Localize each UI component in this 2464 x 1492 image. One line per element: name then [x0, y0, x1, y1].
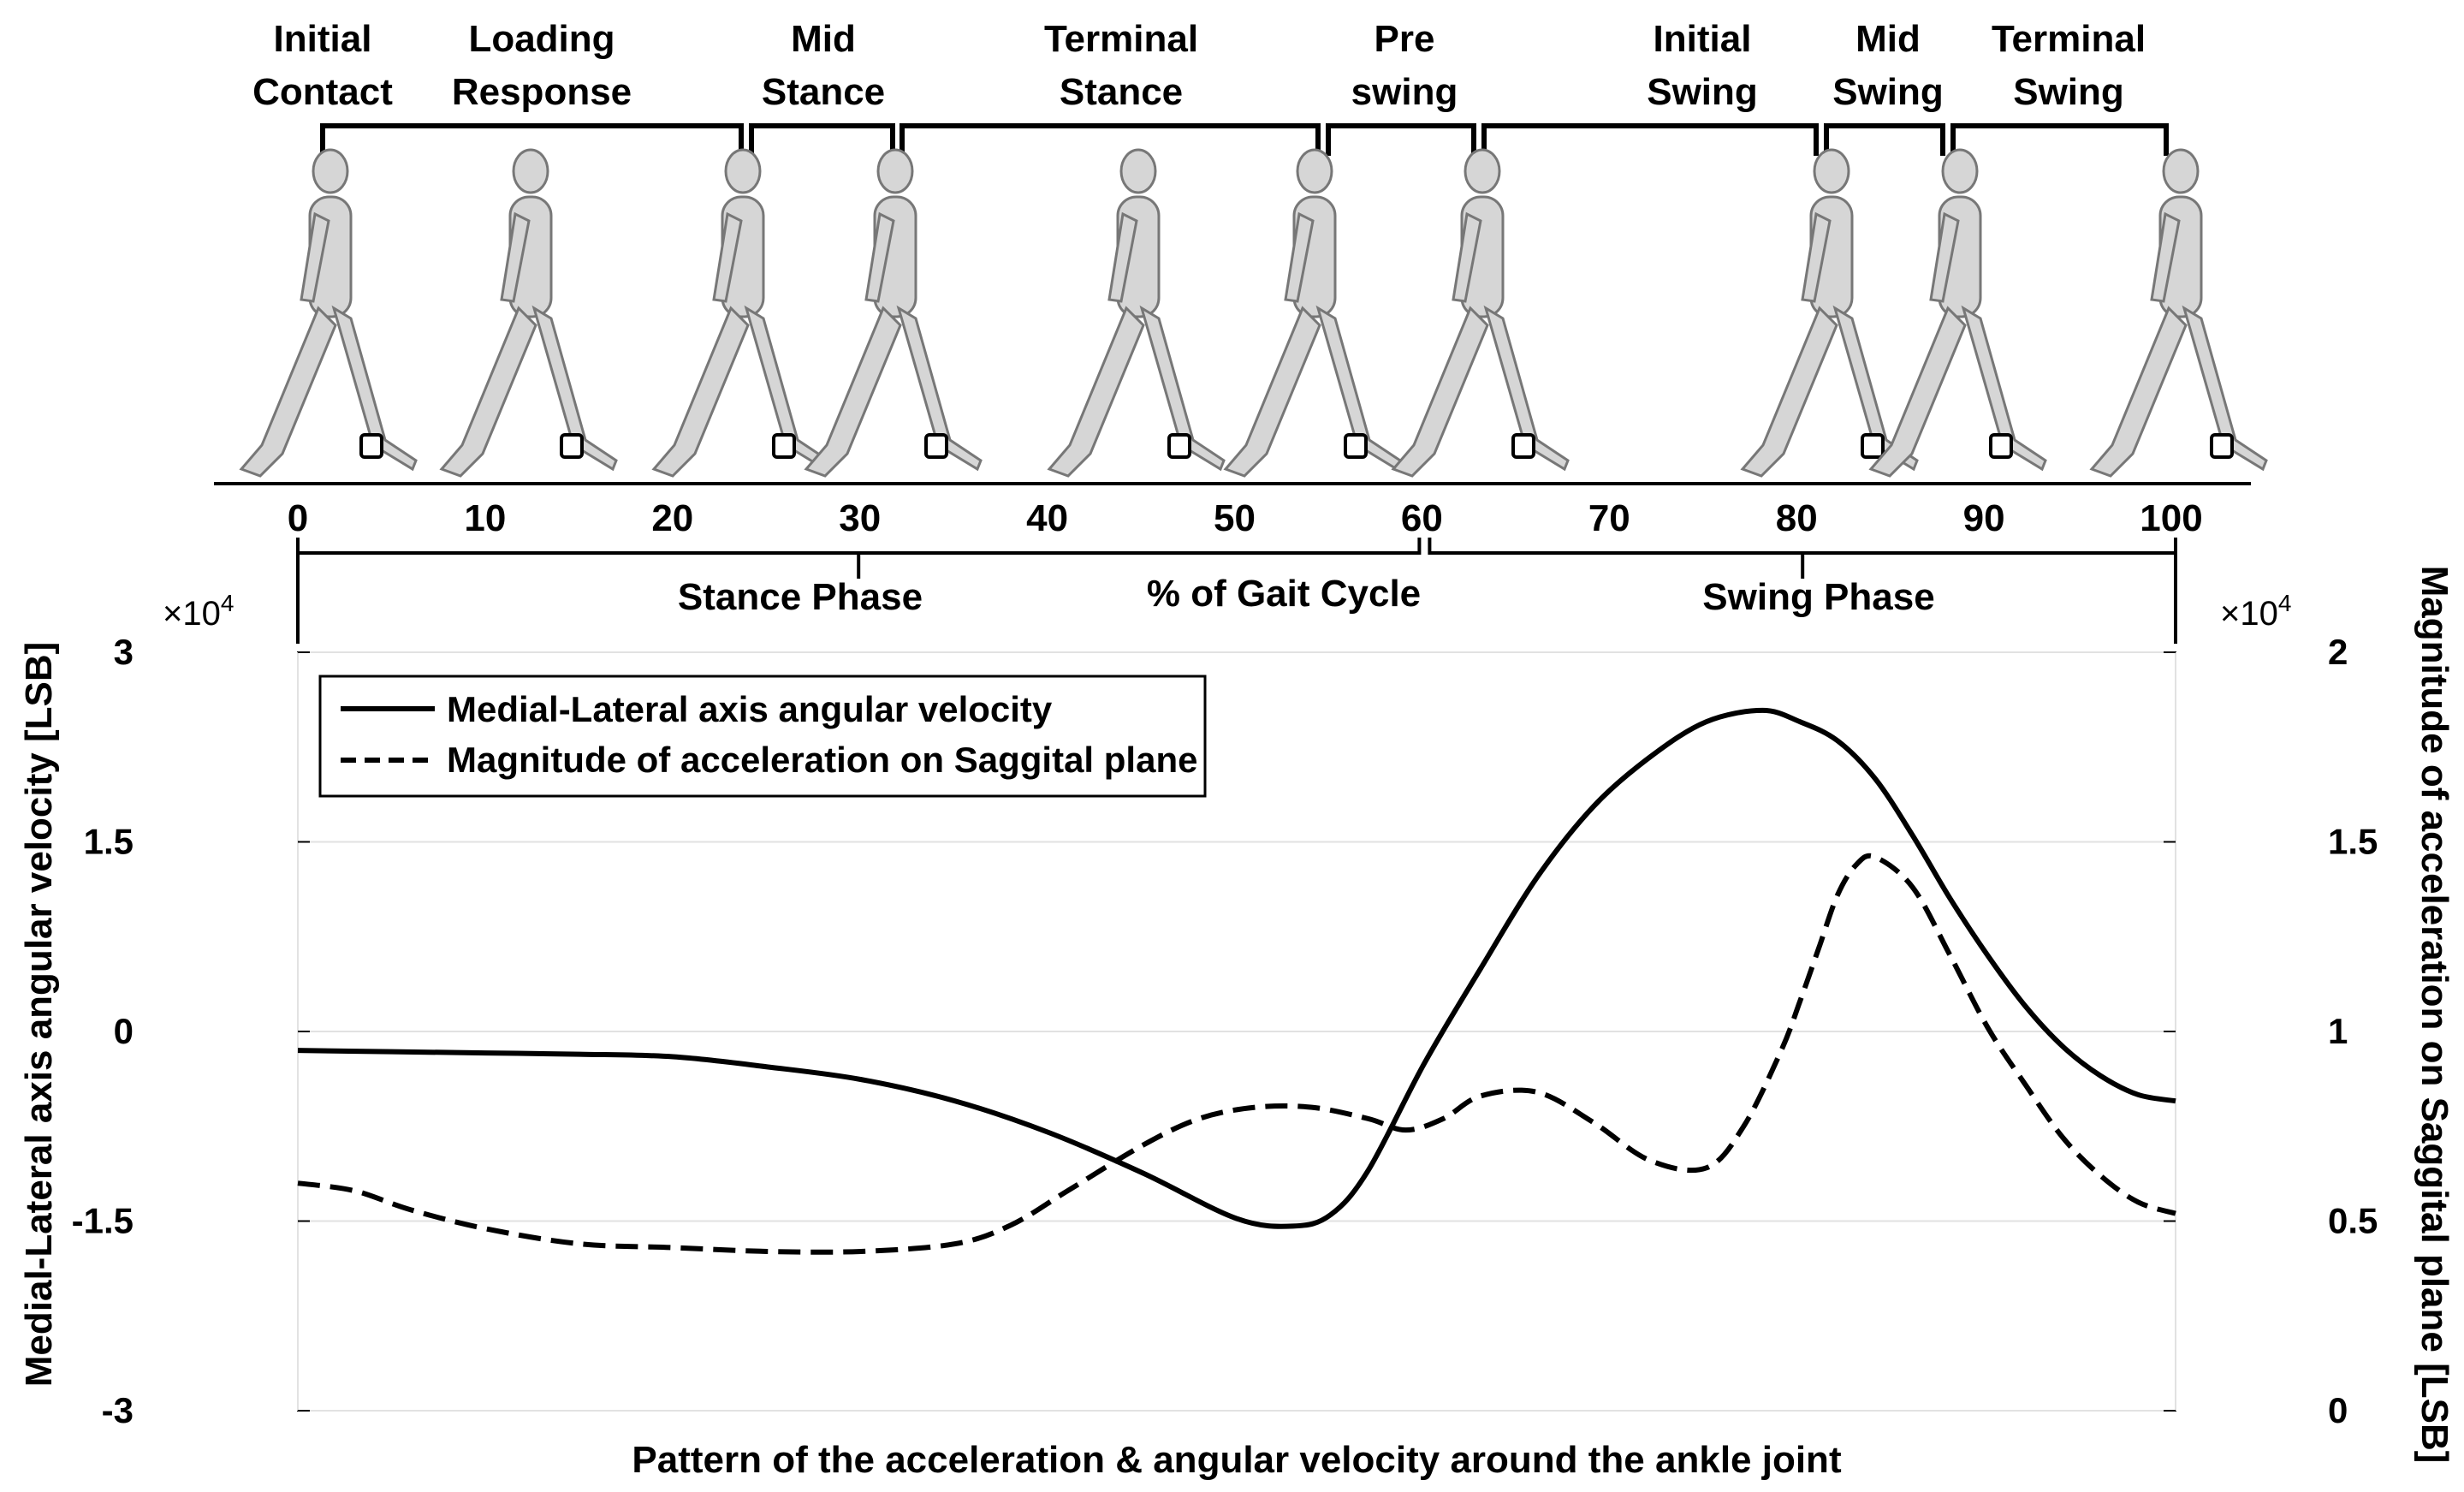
phase-label-4-line-1: swing	[1351, 71, 1458, 113]
phase-bracket-6	[1950, 123, 2169, 156]
stance-swing-brackets	[296, 538, 2177, 644]
right-tick-label-3: 1.5	[2328, 822, 2378, 862]
left-scale-base: ×10	[163, 595, 221, 633]
walking-figure-7	[1740, 148, 1919, 478]
phase-label-7-line-0: Terminal	[1992, 18, 2146, 60]
left-tick-label-0: -3	[102, 1390, 134, 1430]
right-tick-label-2: 1	[2328, 1011, 2348, 1051]
phase-label-3-line-1: Stance	[1060, 71, 1183, 113]
walking-figure-5	[1223, 148, 1402, 478]
right-tick-label-1: 0.5	[2328, 1201, 2378, 1241]
right-axis-title: Magnitude of acceleration on Saggital pl…	[2414, 566, 2455, 1464]
walking-figure-2	[651, 148, 830, 478]
gait-tick-80: 80	[1776, 497, 1818, 539]
legend-entry-angular-velocity: Medial-Lateral axis angular velocity	[447, 689, 1053, 729]
ankle-sensor-icon	[2210, 433, 2234, 459]
ankle-sensor-icon	[1861, 433, 1885, 459]
gait-tick-0: 0	[288, 497, 308, 539]
gait-tick-100: 100	[2140, 497, 2202, 539]
right-tick-label-4: 2	[2328, 632, 2348, 672]
phase-bracket-0	[320, 123, 744, 156]
ankle-sensor-icon	[1511, 433, 1535, 459]
walking-figure-3	[804, 148, 983, 478]
phase-label-2-line-0: Mid	[791, 18, 856, 60]
line-chart: -3-1.501.53 00.511.52 ×104 ×104 Medial-L…	[18, 566, 2455, 1481]
stance-phase-label: Stance Phase	[678, 576, 923, 618]
gait-cycle-ticks: 0 10 20 30 40 50 60 70 80 90 100	[288, 497, 2203, 539]
left-tick-label-2: 0	[114, 1011, 134, 1051]
phase-bracket-5	[1824, 123, 1945, 156]
phase-label-6-line-0: Mid	[1855, 18, 1921, 60]
walking-figure-6	[1391, 148, 1570, 478]
left-scale-exp: 4	[221, 590, 235, 616]
left-tick-label-4: 3	[114, 632, 134, 672]
left-tick-label-3: 1.5	[84, 822, 134, 862]
legend-entry-acceleration: Magnitude of acceleration on Saggital pl…	[447, 740, 1197, 780]
gait-cycle-axis-label: % of Gait Cycle	[1147, 573, 1421, 615]
right-scale-base: ×10	[2220, 595, 2278, 633]
phase-bracket-2	[900, 123, 1321, 156]
gait-tick-30: 30	[839, 497, 881, 539]
phase-bracket-4	[1481, 123, 1819, 156]
right-scale-exp: 4	[2278, 590, 2292, 616]
ankle-sensor-icon	[924, 433, 948, 459]
gait-tick-90: 90	[1963, 497, 2005, 539]
left-axis-scale: ×104	[163, 590, 234, 633]
phase-label-3-line-0: Terminal	[1044, 18, 1198, 60]
gait-tick-60: 60	[1401, 497, 1443, 539]
gait-tick-70: 70	[1588, 497, 1630, 539]
phase-label-5-line-1: Swing	[1647, 71, 1758, 113]
series-lines	[297, 707, 2176, 1255]
left-axis-title: Medial-Lateral axis angular velocity [LS…	[18, 642, 60, 1387]
series-line-angular-velocity	[297, 707, 2176, 1229]
gait-phase-labels: Initial Contact Loading Response Mid Stance Te…	[252, 18, 2146, 113]
walking-figures	[239, 148, 2268, 478]
ankle-sensor-icon	[560, 433, 584, 459]
gait-tick-50: 50	[1214, 497, 1256, 539]
walking-figure-4	[1047, 148, 1226, 478]
phase-label-7-line-1: Swing	[2013, 71, 2124, 113]
legend: Medial-Lateral axis angular velocity Mag…	[318, 675, 1207, 798]
ankle-sensor-icon	[1344, 433, 1368, 459]
legend-box	[318, 675, 1207, 798]
x-axis-title: Pattern of the acceleration & angular ve…	[632, 1439, 1842, 1481]
phase-bracket-3	[1326, 123, 1476, 156]
gait-phase-brackets	[320, 123, 2169, 156]
phase-label-2-line-1: Stance	[762, 71, 885, 113]
walking-figure-0	[239, 148, 418, 478]
gait-tick-40: 40	[1026, 497, 1068, 539]
phase-label-5-line-0: Initial	[1654, 18, 1752, 60]
walking-figure-1	[439, 148, 618, 478]
gait-tick-10: 10	[464, 497, 506, 539]
ankle-sensor-icon	[1989, 433, 2013, 459]
phase-label-0-line-1: Contact	[252, 71, 393, 113]
left-axis-ticks: -3 -1.5 0 1.5 3	[72, 632, 310, 1430]
right-axis-ticks: 0 0.5 1 1.5 2	[2164, 632, 2378, 1430]
ankle-sensor-icon	[1167, 433, 1191, 459]
right-tick-label-0: 0	[2328, 1390, 2348, 1430]
phase-label-1-line-0: Loading	[468, 18, 615, 60]
phase-label-0-line-0: Initial	[274, 18, 372, 60]
swing-phase-label: Swing Phase	[1702, 576, 1934, 618]
stance-bracket	[296, 538, 1422, 555]
walking-figure-8	[1868, 148, 2047, 478]
ankle-sensor-icon	[359, 433, 383, 459]
swing-bracket	[1428, 538, 2177, 555]
phase-label-4-line-0: Pre	[1374, 18, 1435, 60]
left-tick-label-1: -1.5	[72, 1201, 134, 1241]
phase-bracket-1	[749, 123, 895, 156]
walking-figure-9	[2089, 148, 2268, 478]
right-axis-scale: ×104	[2220, 590, 2291, 633]
phase-label-6-line-1: Swing	[1832, 71, 1944, 113]
phase-label-1-line-1: Response	[452, 71, 632, 113]
ankle-sensor-icon	[772, 433, 796, 459]
gait-tick-20: 20	[651, 497, 693, 539]
